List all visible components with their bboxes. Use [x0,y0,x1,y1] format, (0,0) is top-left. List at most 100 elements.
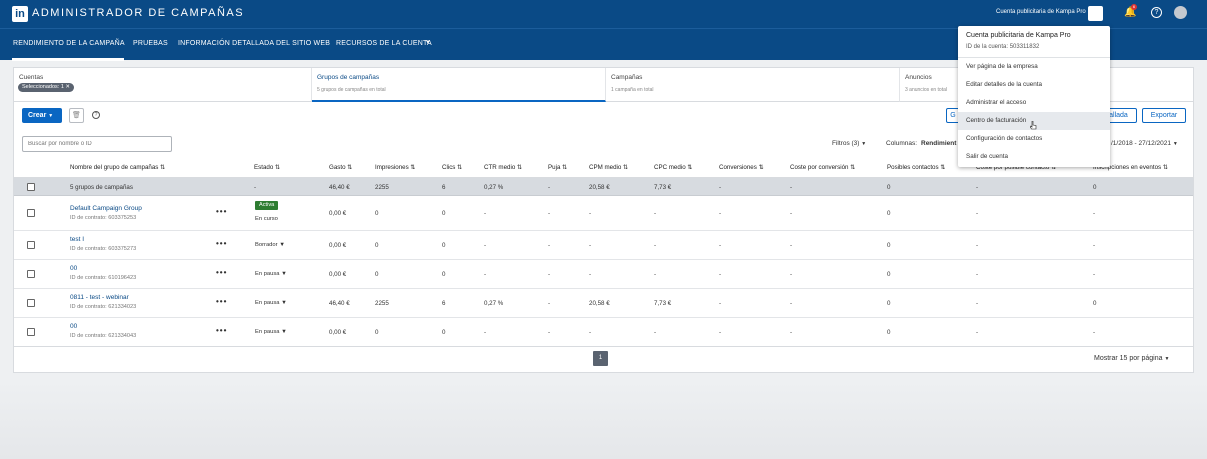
linkedin-logo[interactable]: in [12,6,28,22]
tab-website-insights[interactable]: INFORMACIÓN DETALLADA DEL SITIO WEB [178,40,331,47]
tab-account-assets[interactable]: RECURSOS DE LA CUENTA [336,40,432,47]
caret-down-icon: ▼ [281,300,287,306]
col-status[interactable]: Estado ⇅ [254,164,281,171]
clicks: 6 [442,300,446,307]
tab-tests[interactable]: PRUEBAS [133,40,168,47]
row-checkbox[interactable] [27,241,35,249]
table-row[interactable]: 00 ID de contrato: 621334043 ••• En paus… [14,318,1193,347]
contract-id: ID de contrato: 621334043 [70,333,137,339]
bid: - [548,271,551,278]
menu-item-exit-account[interactable]: Salir de cuenta [966,153,1009,160]
campaign-group-link[interactable]: 00 [70,323,78,330]
col-leads-label: Posibles contactos [887,164,939,171]
leads: 0 [887,329,891,336]
contract-id: ID de contrato: 603375273 [70,246,137,252]
menu-item-contact-settings[interactable]: Configuración de contactos [966,135,1043,142]
row-checkbox[interactable] [27,209,35,217]
spend: 0,00 € [329,271,347,278]
trash-icon[interactable]: 🗑 [69,108,84,123]
conversions: - [719,271,722,278]
col-conversions[interactable]: Conversiones ⇅ [719,164,764,171]
columns-select[interactable]: Rendimient [921,140,957,147]
cpc: - [654,242,657,249]
row-checkbox[interactable] [27,270,35,278]
crumb-campaigns[interactable]: Campañas 1 campaña en total [606,68,900,102]
top-bar: in ADMINISTRADOR DE CAMPAÑAS Cuenta publ… [0,0,1207,28]
table-row[interactable]: Default Campaign Group ID de contrato: 6… [14,196,1193,231]
per-page-select[interactable]: Mostrar 15 por página ▼ [1094,355,1169,362]
chevron-down-icon[interactable]: ▼ [425,40,432,46]
spend: 0,00 € [329,210,347,217]
menu-item-view-company-page[interactable]: Ver página de la empresa [966,63,1038,70]
col-leads[interactable]: Posibles contactos ⇅ [887,164,946,171]
menu-item-edit-account-details[interactable]: Editar detalles de la cuenta [966,81,1042,88]
crumb-sub: 5 grupos de campañas en total [317,87,386,93]
col-cpc[interactable]: CPC medio ⇅ [654,164,693,171]
cost-per-lead: - [976,329,979,336]
cpc: - [654,329,657,336]
more-options-icon[interactable]: ••• [216,297,228,306]
col-cpm[interactable]: CPM medio ⇅ [589,164,629,171]
campaign-group-link[interactable]: test I [70,236,85,243]
table-row[interactable]: test I ID de contrato: 603375273 ••• Bor… [14,231,1193,260]
help-icon[interactable]: ? [1151,7,1162,18]
tab-campaign-performance[interactable]: RENDIMIENTO DE LA CAMPAÑA [13,40,125,47]
menu-item-manage-access[interactable]: Administrar el acceso [966,99,1027,106]
leads: 0 [887,300,891,307]
more-options-icon[interactable]: ••• [216,326,228,335]
col-clicks[interactable]: Clics ⇅ [442,164,463,171]
col-cost-per-lead[interactable]: Coste por posible contacto ⇅ [976,164,1057,171]
campaign-group-link[interactable]: 0811 - test - webinar [70,294,129,301]
status-dropdown[interactable]: En pausa ▼ [255,329,287,335]
campaign-group-link[interactable]: Default Campaign Group [70,205,142,212]
spend: 0,00 € [329,329,347,336]
more-options-icon[interactable]: ••• [216,239,228,248]
status-dropdown[interactable]: En pausa ▼ [255,300,287,306]
more-options-icon[interactable]: ••• [216,268,228,277]
status-dropdown[interactable]: Borrador ▼ [255,242,285,248]
create-label: Crear [28,112,47,119]
campaign-group-link[interactable]: 00 [70,265,78,272]
col-ctr-label: CTR medio [484,164,516,171]
col-spend[interactable]: Gasto ⇅ [329,164,353,171]
search-input[interactable] [22,136,172,152]
select-all-checkbox[interactable] [27,183,35,191]
filters-dropdown[interactable]: Filtros (3) ▼ [832,140,866,147]
account-logo[interactable] [1088,6,1103,21]
export-button[interactable]: Exportar [1142,108,1186,123]
crumb-accounts[interactable]: Cuentas Seleccionados: 1 ✕ [14,68,312,102]
ctr: 0,27 % [484,300,504,307]
col-event-registrations[interactable]: Inscripciones en eventos ⇅ [1093,164,1169,171]
col-bid[interactable]: Puja ⇅ [548,164,568,171]
col-impressions[interactable]: Impresiones ⇅ [375,164,416,171]
caret-down-icon: ▼ [1172,141,1178,147]
menu-item-billing-center[interactable]: Centro de facturación [958,112,1110,130]
summary-status: - [254,184,257,191]
avatar[interactable] [1174,6,1187,19]
row-checkbox[interactable] [27,328,35,336]
more-options-icon[interactable]: ••• [216,207,228,216]
help-icon[interactable]: ? [92,111,100,119]
create-button[interactable]: Crear ▼ [22,108,62,123]
page-button[interactable]: 1 [593,351,608,366]
col-conversions-label: Conversiones [719,164,757,171]
account-name[interactable]: Cuenta publicitaria de Kampa Pro [996,9,1086,15]
col-ctr[interactable]: CTR medio ⇅ [484,164,523,171]
table-row[interactable]: 00 ID de contrato: 610196423 ••• En paus… [14,260,1193,289]
crumb-campaign-groups[interactable]: Grupos de campañas 5 grupos de campañas … [312,68,606,102]
selected-chip[interactable]: Seleccionados: 1 ✕ [18,83,75,92]
summary-clicks: 6 [442,184,446,191]
table-row[interactable]: 0811 - test - webinar ID de contrato: 62… [14,289,1193,318]
col-name[interactable]: Nombre del grupo de campañas ⇅ [70,164,166,171]
date-range-picker[interactable]: /1/2018 - 27/12/2021 ▼ [1111,140,1178,147]
row-checkbox[interactable] [27,299,35,307]
event-registrations: 0 [1093,300,1097,307]
status-dropdown[interactable]: En pausa ▼ [255,271,287,277]
background [0,380,1207,459]
caret-down-icon: ▼ [861,141,867,147]
bell-icon[interactable]: 🔔 [1124,7,1137,18]
leads: 0 [887,210,891,217]
summary-name: 5 grupos de campañas [70,184,133,191]
col-cpc-label: CPC medio [654,164,686,171]
col-cost-per-conversion[interactable]: Coste por conversión ⇅ [790,164,856,171]
